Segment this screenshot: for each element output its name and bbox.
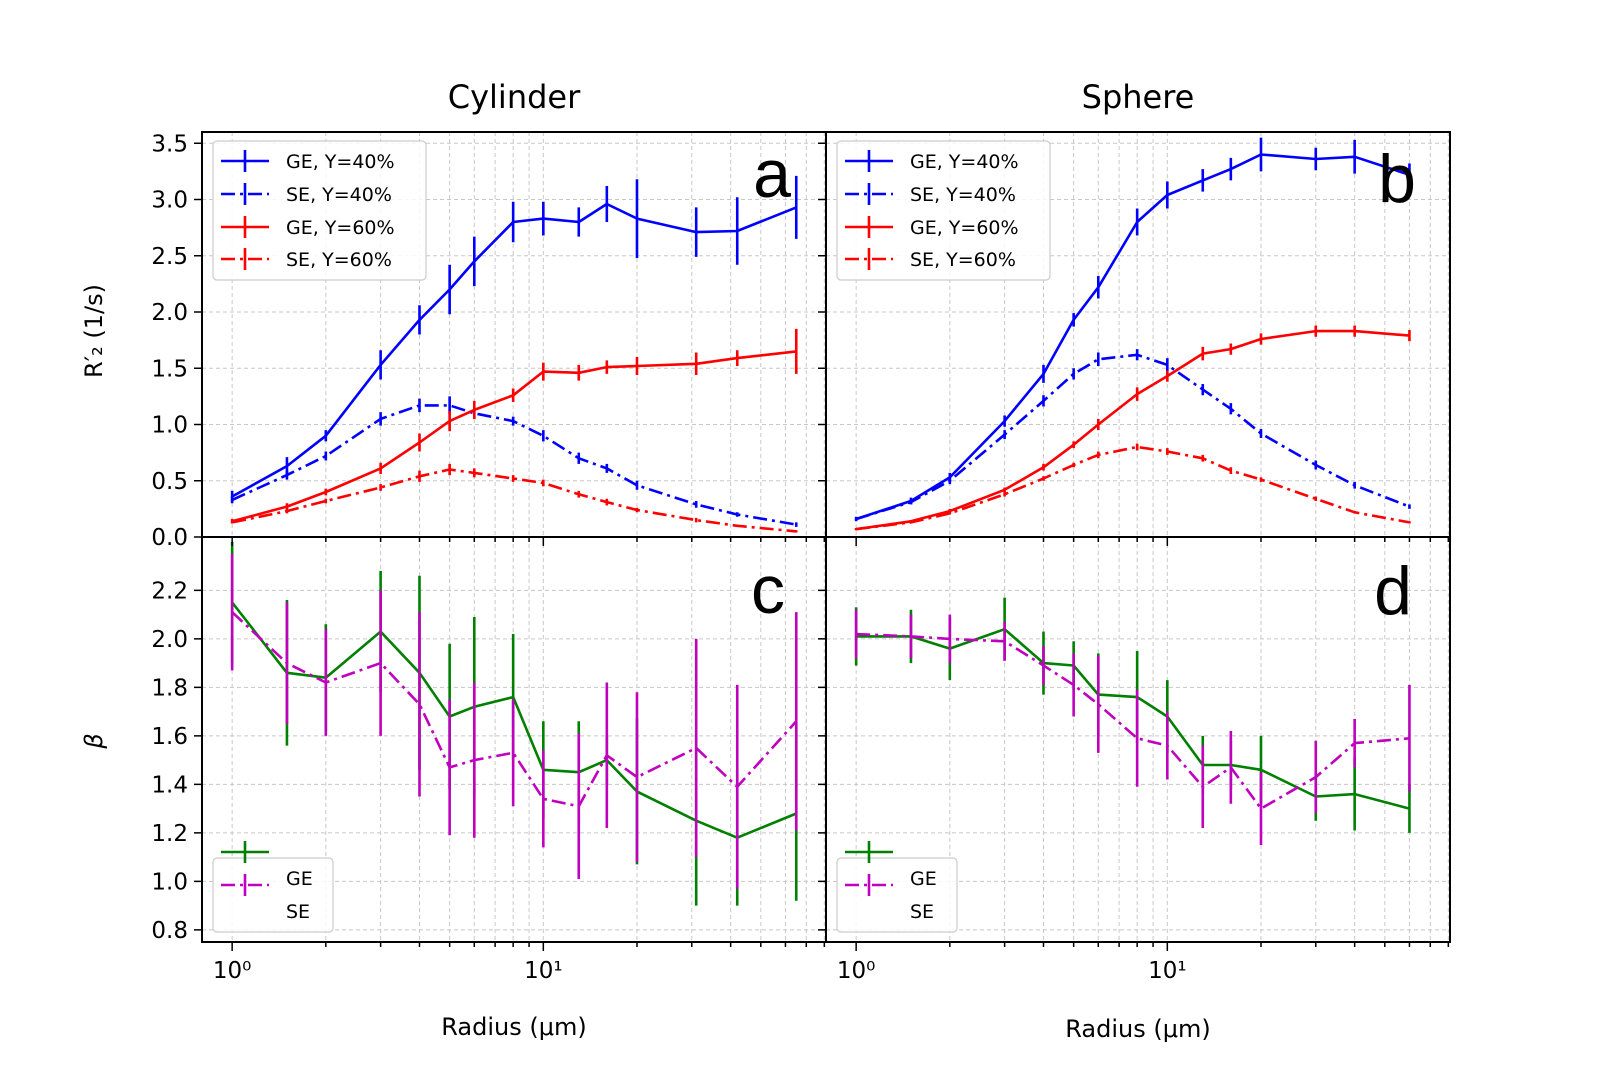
ytick-label-a: 3.0: [151, 188, 188, 214]
ytick-label-c: 1.2: [151, 821, 188, 847]
series-line-c-1: [231, 611, 798, 808]
panel-a-ylabel: R′₂ (1/s): [80, 284, 108, 378]
panel-d-xlabel: Radius (μm): [1065, 1015, 1210, 1043]
ytick-label-a: 0.0: [151, 525, 188, 551]
legend-c-0: GE: [286, 868, 313, 890]
ytick-label-a: 2.0: [151, 300, 188, 326]
legend-b-1: SE, Y=40%: [910, 184, 1016, 206]
series-line-d-0: [856, 627, 1410, 810]
panel-b-legend: GE, Y=40% SE, Y=40% GE, Y=60% SE, Y=60%: [836, 140, 1051, 281]
series-line-d-1: [856, 632, 1410, 810]
xtick-label-d: 10⁰: [837, 958, 876, 984]
panel-a-legend: GE, Y=40% SE, Y=40% GE, Y=60% SE, Y=60%: [212, 140, 427, 281]
series-line-a-2: [231, 350, 797, 523]
ytick-label-c: 1.4: [151, 772, 188, 798]
panel-c-letter: c: [751, 552, 785, 628]
panel-d-letter: d: [1374, 553, 1412, 629]
xtick-label-c: 10⁰: [213, 958, 252, 984]
panel-c-xlabel: Radius (μm): [441, 1013, 586, 1041]
ytick-label-c: 2.2: [151, 578, 188, 604]
legend-a-0: GE, Y=40%: [286, 151, 395, 173]
tick-layer: 0.0 0.5 1.0 1.5 2.0 2.5 3.0 3.5 0.8 1.0 1.2 1.4 1.6 1…: [151, 131, 1450, 984]
xtick-label-c: 10¹: [524, 958, 563, 984]
panel-d-legend: GE SE: [836, 857, 958, 933]
ytick-label-a: 3.5: [151, 131, 188, 157]
ytick-label-a: 1.0: [151, 413, 188, 439]
legend-c-1: SE: [286, 901, 310, 923]
legend-a-3: SE, Y=60%: [286, 249, 392, 271]
legend-b-0: GE, Y=40%: [910, 151, 1019, 173]
legend-d-1: SE: [910, 901, 934, 923]
ytick-label-c: 1.6: [151, 724, 188, 750]
series-layer: [230, 137, 1411, 906]
panel-c-ylabel: β: [80, 733, 108, 749]
panel-a-letter: a: [753, 136, 791, 212]
legend-b-3: SE, Y=60%: [910, 249, 1016, 271]
ytick-label-c: 1.8: [151, 675, 188, 701]
legend-b-2: GE, Y=60%: [910, 217, 1019, 239]
xtick-label-d: 10¹: [1148, 958, 1187, 984]
ytick-label-a: 2.5: [151, 244, 188, 270]
panel-c-legend: GE SE: [212, 857, 334, 933]
legend-d-0: GE: [910, 868, 937, 890]
legend-a-1: SE, Y=40%: [286, 184, 392, 206]
series-line-a-3: [231, 468, 797, 533]
panel-b-title: Sphere: [1082, 78, 1195, 116]
series-line-b-1: [855, 353, 1410, 521]
legend-markers: [221, 150, 893, 896]
ytick-label-c: 2.0: [151, 627, 188, 653]
panel-b-letter: b: [1378, 141, 1416, 217]
series-line-b-2: [856, 329, 1410, 531]
panel-d-frame: [825, 536, 1451, 943]
series-line-b-3: [856, 445, 1410, 531]
ytick-label-a: 0.5: [151, 469, 188, 495]
ytick-label-c: 1.0: [151, 869, 188, 895]
legend-a-2: GE, Y=60%: [286, 217, 395, 239]
ytick-label-c: 0.8: [151, 918, 188, 944]
ytick-label-a: 1.5: [151, 356, 188, 382]
panel-a-title: Cylinder: [448, 78, 581, 116]
grid-layer: [202, 132, 1450, 942]
